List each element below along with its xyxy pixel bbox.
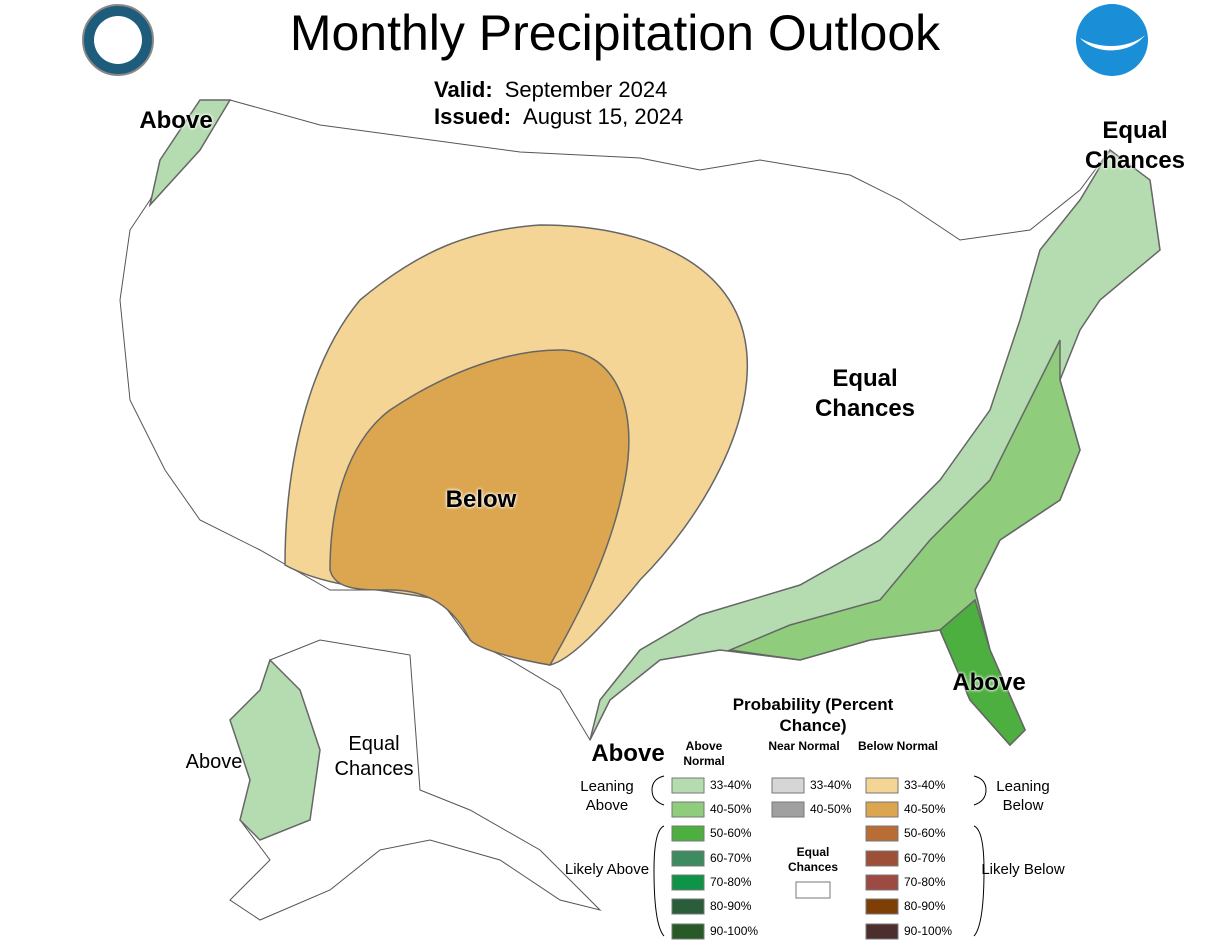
legend-title: Probability (Percent Chance)	[732, 695, 894, 735]
valid-label: Valid:	[434, 77, 493, 102]
legend-item-label: 60-70%	[710, 851, 752, 865]
legend-item-label: 33-40%	[904, 778, 946, 792]
legend-item-label: 40-50%	[904, 802, 946, 816]
legend-swatch	[865, 923, 899, 940]
above-leaning-nw	[148, 99, 232, 208]
legend-item-label: 40-50%	[810, 802, 852, 816]
map-label: Above	[185, 751, 243, 773]
legend-column-header: Below Normal	[858, 739, 939, 753]
legend-item-label: 70-80%	[710, 875, 752, 889]
legend-group: Leaning Above	[580, 778, 634, 814]
legend-brace	[973, 775, 987, 806]
legend-item-label: 50-60%	[710, 826, 752, 840]
legend-item-label: 80-90%	[710, 899, 752, 913]
legend-brace	[653, 825, 665, 937]
legend-swatch	[771, 777, 805, 794]
map-label: Equal Chances	[334, 733, 414, 780]
commerce-logo-inner	[94, 16, 142, 64]
legend-swatch	[671, 777, 705, 794]
legend-marks	[651, 775, 987, 940]
map-label: Equal Chances	[1084, 117, 1186, 174]
map-label: Below	[445, 486, 517, 513]
legend-swatch-equal	[795, 881, 831, 899]
legend-swatch	[671, 923, 705, 940]
legend-item-label: 60-70%	[904, 851, 946, 865]
legend-swatch	[865, 801, 899, 818]
map-label: Equal Chances	[814, 365, 916, 422]
legend-item-label: 70-80%	[904, 875, 946, 889]
legend-item-label: 40-50%	[710, 802, 752, 816]
above-florida	[939, 598, 1026, 747]
legend-swatch	[865, 850, 899, 867]
legend-swatch	[865, 777, 899, 794]
valid-line: Valid: September 2024	[434, 77, 667, 103]
legend-swatch	[671, 874, 705, 891]
legend-swatch	[865, 825, 899, 842]
map-label: Above	[139, 107, 213, 134]
issued-label: Issued:	[434, 104, 512, 129]
map-label: Above	[591, 740, 665, 767]
legend-item-label: 90-100%	[710, 924, 759, 938]
legend-swatch	[671, 825, 705, 842]
title: Monthly Precipitation Outlook	[289, 5, 941, 61]
legend-swatch	[865, 898, 899, 915]
legend-column-header: Near Normal	[768, 739, 840, 753]
legend-brace	[973, 825, 985, 937]
legend-item-label: 33-40%	[710, 778, 752, 792]
legend-swatch	[771, 801, 805, 818]
legend-column-header: Above Normal	[683, 739, 725, 768]
legend-equal-chances: Equal Chances	[787, 845, 839, 874]
valid: September 2024	[504, 77, 668, 102]
legend-swatch	[671, 801, 705, 818]
below-region	[329, 349, 630, 666]
legend-brace	[651, 775, 665, 806]
legend-swatch	[865, 874, 899, 891]
legend-item-label: 50-60%	[904, 826, 946, 840]
issued: August 15, 2024	[523, 104, 684, 129]
legend-swatch	[671, 850, 705, 867]
legend-group: Likely Below	[981, 861, 1065, 878]
above-leaning-alaska	[229, 658, 321, 841]
legend-item-label: 33-40%	[810, 778, 852, 792]
map-label: Above	[952, 669, 1026, 696]
legend-group: Likely Above	[564, 861, 650, 878]
issued-line: Issued: August 15, 2024	[434, 104, 683, 130]
legend-item-label: 80-90%	[904, 899, 946, 913]
legend-group: Leaning Below	[996, 778, 1050, 814]
noaa-logo-bird	[1080, 35, 1145, 51]
noaa-logo	[1076, 4, 1148, 76]
legend-swatch	[671, 898, 705, 915]
legend-item-label: 90-100%	[904, 924, 953, 938]
